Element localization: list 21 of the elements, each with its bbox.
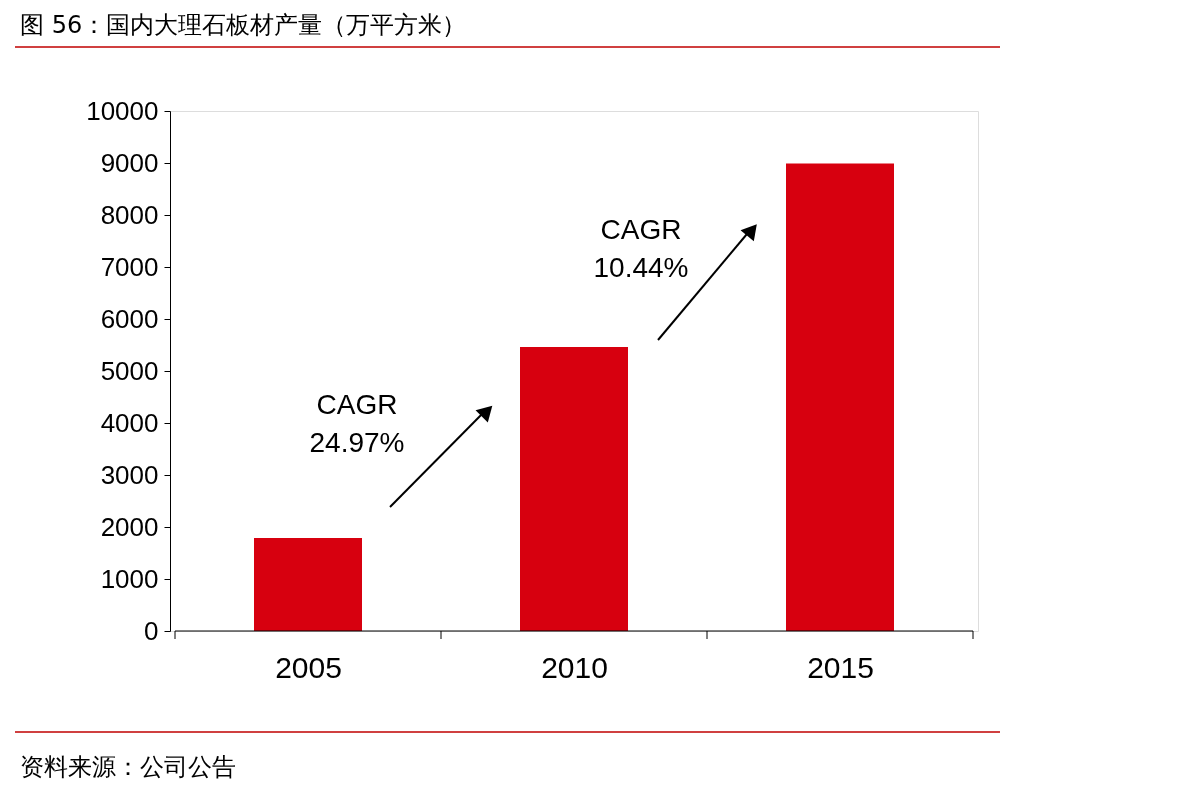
y-tick-label: 7000 [100,251,159,282]
y-tick-label: 3000 [100,459,159,490]
chart-title: 图 56：国内大理石板材产量（万平方米） [20,11,467,39]
y-tick-label: 6000 [100,303,159,334]
y-tick-label: 5000 [100,355,159,386]
bar [520,347,628,631]
y-tick-label: 0 [144,615,159,646]
bar [786,163,894,631]
y-tick-label: 2000 [100,511,159,542]
text: 资料来源：公司公告 [20,753,236,781]
x-tick-label: 2010 [541,650,608,684]
bar [254,537,362,631]
y-tick-label: 10000 [86,95,159,126]
x-tick-label: 2005 [275,650,342,684]
annotation: CAGR 24.97% [309,389,405,458]
y-tick-label: 1000 [100,563,159,594]
y-tick-label: 9000 [100,147,159,178]
y-tick-label: 4000 [100,407,159,438]
x-tick-label: 2015 [807,650,874,684]
y-tick-label: 8000 [100,199,159,230]
annotation: CAGR 10.44% [593,214,689,283]
